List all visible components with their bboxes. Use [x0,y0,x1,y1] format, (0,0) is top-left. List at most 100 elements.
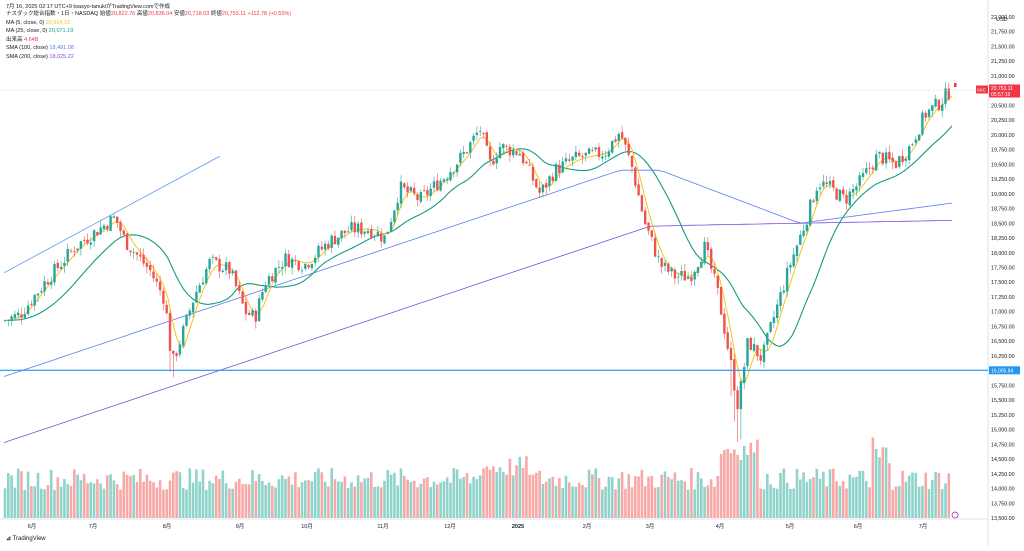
candle-body [228,261,231,274]
volume-bar [762,489,766,518]
volume-bar [561,488,564,518]
time-tick-label: 7月 [89,523,98,530]
price-tick-label: 19,000.00 [991,192,1015,198]
candle-body [449,172,452,181]
candle-body [924,112,927,118]
candle-body [898,156,901,167]
candle-body [10,316,13,321]
candle-body [254,310,257,322]
volume-bar [571,486,574,518]
volume-bar [379,487,383,518]
volume-bar [554,485,558,518]
volume-bar [907,475,911,518]
candle-body [224,262,228,271]
candle-body [541,184,545,193]
volume-bar [20,471,23,518]
legend-indicator[interactable]: SMA (200, close) 18,025.22 [6,53,291,62]
candle-body [710,248,713,269]
event-marker-icon [951,511,959,519]
candle-body [554,164,558,181]
price-tick-label: 20,250.00 [991,118,1015,124]
volume-bar [772,487,776,518]
candle-body [294,260,297,261]
indicator-label: SMA (200, close) [6,53,50,60]
candle-body [657,256,660,258]
volume-bar [551,476,555,518]
candle-body [937,99,941,111]
candle-body [776,304,779,319]
time-tick-label: 6月 [854,523,863,530]
candle-body [525,161,528,164]
candle-body [891,157,894,163]
volume-bar [73,469,76,518]
time-tick-label: 6月 [28,523,37,530]
candle-body [172,350,175,354]
candle-body [683,270,686,281]
candle-body [703,241,706,264]
candle-body [63,262,66,266]
volume-bar [416,487,419,518]
volume-bar [627,474,630,518]
candle-body [201,282,205,285]
price-tick-label: 21,250.00 [991,59,1015,65]
volume-bar [643,486,647,518]
tradingview-logo[interactable]: ⊿ TradingView [6,535,46,542]
candle-body [772,317,776,324]
volume-bar [162,489,165,518]
volume-bar [594,468,597,518]
candle-body [165,304,168,314]
volume-bar [115,484,119,518]
change-value: +112.78 (+0.55%) [247,11,292,17]
volume-bar [350,482,353,518]
price-tick-label: 19,250.00 [991,177,1015,183]
volume-bar [251,470,254,518]
candle-body [83,239,86,241]
candle-body [198,285,201,293]
volume-bar [749,442,753,518]
candle-body [832,180,835,188]
candle-body [917,134,921,141]
volume-bar [231,488,234,518]
candle-body [686,276,690,279]
volume-bar [832,468,835,518]
candle-body [726,332,729,349]
volume-bar [201,469,205,518]
candle-body [53,264,56,283]
legend-indicator[interactable]: MA (25, close, 0) 20,071.19 [6,27,291,36]
legend-indicator[interactable]: 出来高 4.64B [6,36,291,45]
candle-body [941,104,944,111]
volume-bar [139,468,142,518]
candle-body [762,344,766,363]
candle-body [871,167,875,170]
volume-bar [422,478,426,518]
volume-bar [304,480,307,518]
candle-body [76,248,79,251]
volume-bar [624,488,627,518]
candle-body [604,155,607,157]
candle-body [719,287,723,315]
candle-body [789,264,792,268]
candle-body [317,245,320,258]
candle-body [825,182,828,185]
candle-body [314,257,317,263]
candle-body [927,109,931,118]
volume-bar [647,476,650,518]
legend-indicator[interactable]: SMA (100, close) 18,491.08 [6,44,291,53]
volume-bar [178,472,182,518]
volume-bar [412,480,416,518]
candle-body [33,294,36,306]
volume-bar [155,487,159,518]
volume-bar [574,486,578,518]
candle-body [96,231,99,236]
volume-bar [914,472,918,518]
volume-bar [119,489,122,518]
candle-body [287,254,290,268]
candle-body [221,270,224,272]
legend-indicator[interactable]: MA (5, close, 0) 20,664.15 [6,19,291,28]
volume-bar [346,488,350,518]
open-value: 20,822.76 [110,11,136,17]
candle-body [818,187,822,190]
volume-bar [69,485,73,518]
